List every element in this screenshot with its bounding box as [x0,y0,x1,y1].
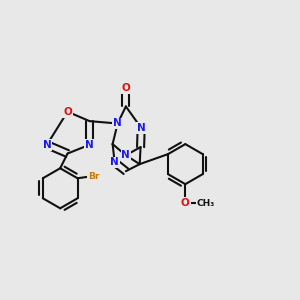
Text: N: N [110,158,119,167]
Text: N: N [43,140,51,150]
Text: Br: Br [88,172,99,181]
Text: N: N [137,123,146,133]
Text: O: O [122,83,130,93]
Text: N: N [113,118,122,128]
Text: O: O [181,198,190,208]
Text: N: N [122,150,130,160]
Text: N: N [85,140,94,150]
Text: CH₃: CH₃ [196,199,215,208]
Text: O: O [63,107,72,117]
